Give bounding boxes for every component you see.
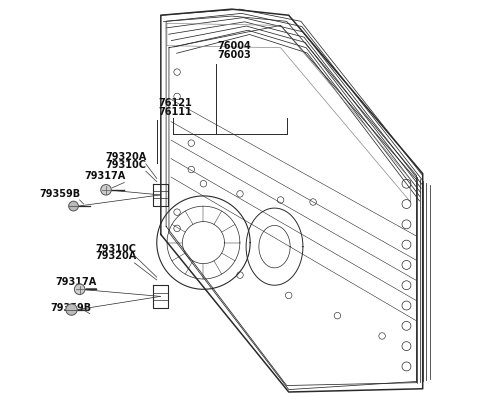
Text: 79320A: 79320A: [106, 152, 146, 162]
Text: 79310C: 79310C: [106, 159, 146, 169]
Text: 79317A: 79317A: [84, 171, 125, 181]
Text: 76111: 76111: [159, 106, 192, 116]
Text: 79359B: 79359B: [51, 302, 92, 312]
Text: 76121: 76121: [159, 97, 192, 107]
Text: 76004: 76004: [217, 40, 252, 51]
Text: 79317A: 79317A: [56, 276, 97, 286]
Text: 76003: 76003: [217, 50, 252, 60]
Text: 79320A: 79320A: [95, 251, 136, 261]
Text: 79359B: 79359B: [40, 188, 81, 198]
Circle shape: [74, 284, 85, 295]
Circle shape: [101, 185, 111, 196]
Circle shape: [69, 202, 78, 211]
Text: 79310C: 79310C: [96, 243, 136, 254]
Circle shape: [66, 304, 77, 315]
